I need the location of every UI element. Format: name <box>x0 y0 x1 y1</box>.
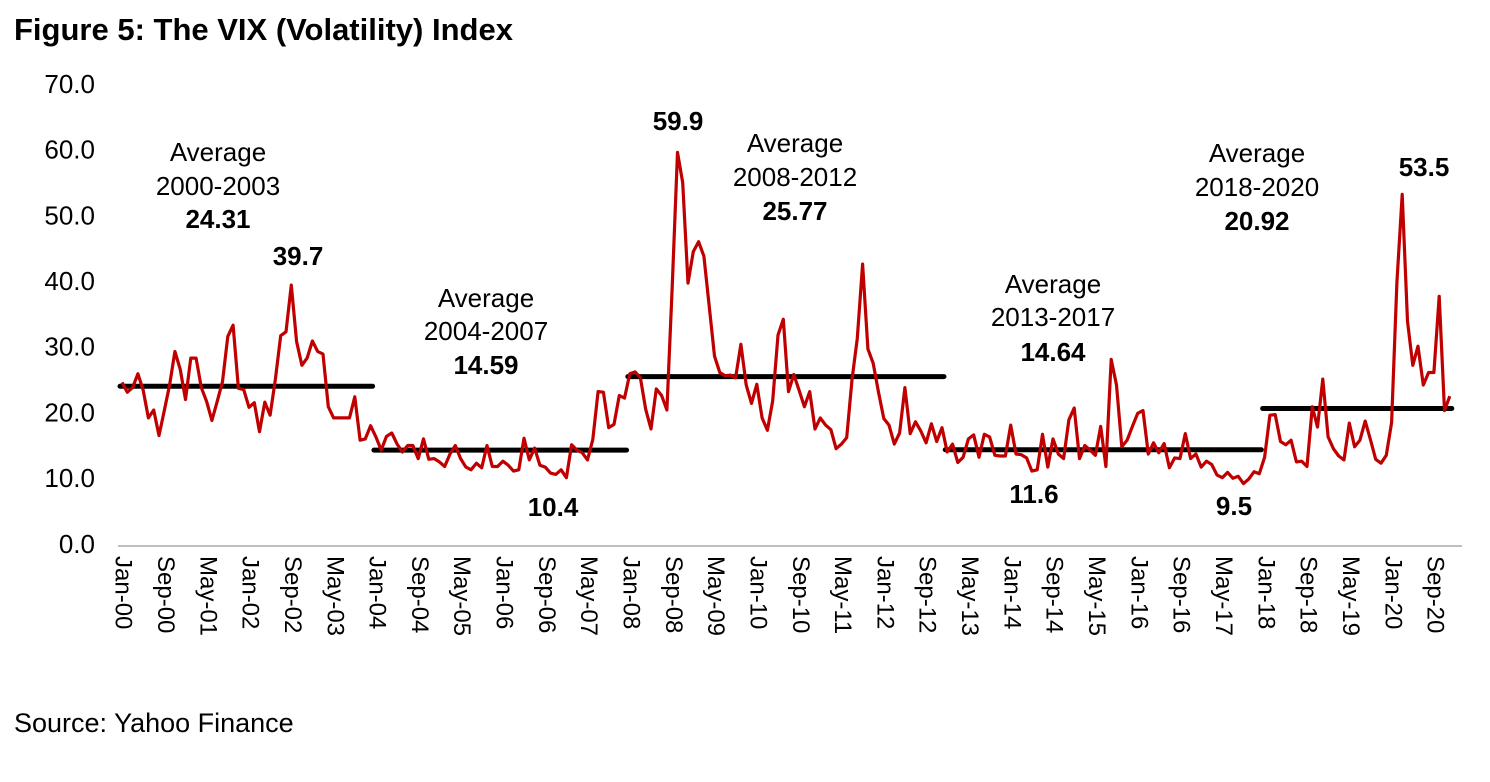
avg-label-1: Average <box>170 137 266 167</box>
x-tick-label: May-15 <box>1083 556 1110 636</box>
vix-series-line <box>120 150 1452 486</box>
x-axis: Jan-00 Sep-00 May-01 Jan-02 Sep-02 May-03 Jan-… <box>110 556 1449 636</box>
x-tick-label: Sep-02 <box>279 556 306 633</box>
avg-period-4: 2013-2017 <box>991 302 1115 332</box>
x-tick-label: Jan-00 <box>110 556 137 629</box>
avg-period-2: 2004-2007 <box>424 316 548 346</box>
x-tick-label: Jan-02 <box>237 556 264 629</box>
source-note: Source: Yahoo Finance <box>14 708 294 738</box>
avg-value-5: 20.92 <box>1224 206 1289 236</box>
average-lines <box>117 374 1455 453</box>
low-label-2014: 11.6 <box>1009 479 1058 509</box>
y-axis: 0.0 10.0 20.0 30.0 40.0 50.0 60.0 70.0 <box>44 69 95 559</box>
peak-label-2020: 53.5 <box>1399 152 1450 182</box>
y-tick-label: 50.0 <box>44 200 95 230</box>
x-tick-label: Sep-14 <box>1041 556 1068 633</box>
x-tick-label: May-01 <box>194 556 221 636</box>
x-tick-label: May-09 <box>702 556 729 636</box>
x-tick-label: Jan-16 <box>1125 556 1152 629</box>
y-tick-label: 60.0 <box>44 135 95 165</box>
avg-label-3: Average <box>747 128 843 158</box>
peak-annotations: 39.7 10.4 59.9 11.6 9.5 53.5 <box>273 106 1450 522</box>
peak-label-2008: 59.9 <box>653 106 704 136</box>
average-annotations: Average 2000-2003 24.31 Average 2004-200… <box>156 128 1319 380</box>
low-label-2017: 9.5 <box>1216 491 1252 521</box>
x-tick-label: Sep-04 <box>406 556 433 633</box>
x-tick-label: May-13 <box>956 556 983 636</box>
avg-period-5: 2018-2020 <box>1195 172 1319 202</box>
y-tick-label: 40.0 <box>44 266 95 296</box>
x-tick-label: May-05 <box>448 556 475 636</box>
avg-period-1: 2000-2003 <box>156 171 280 201</box>
y-tick-label: 20.0 <box>44 397 95 427</box>
x-tick-label: Jan-08 <box>617 556 644 629</box>
y-tick-label: 10.0 <box>44 463 95 493</box>
x-tick-label: Sep-20 <box>1422 556 1449 633</box>
chart-title: Figure 5: The VIX (Volatility) Index <box>14 12 513 47</box>
x-tick-label: May-17 <box>1210 556 1237 636</box>
avg-value-3: 25.77 <box>762 196 827 226</box>
peak-label-2002: 39.7 <box>273 241 324 271</box>
x-tick-label: Jan-04 <box>364 556 391 629</box>
x-tick-label: Jan-14 <box>998 556 1025 629</box>
avg-label-5: Average <box>1209 138 1305 168</box>
y-tick-label: 30.0 <box>44 332 95 362</box>
x-tick-label: Sep-06 <box>533 556 560 633</box>
y-tick-label: 70.0 <box>44 69 95 99</box>
x-tick-label: May-19 <box>1337 556 1364 636</box>
x-tick-label: Jan-12 <box>871 556 898 629</box>
avg-value-1: 24.31 <box>185 204 250 234</box>
x-tick-label: Jan-10 <box>744 556 771 629</box>
x-tick-label: Sep-18 <box>1295 556 1322 633</box>
low-label-2007: 10.4 <box>528 492 579 522</box>
avg-value-4: 14.64 <box>1020 337 1086 367</box>
x-tick-label: Jan-06 <box>491 556 518 629</box>
x-tick-label: May-07 <box>575 556 602 636</box>
x-tick-label: May-03 <box>321 556 348 636</box>
x-tick-label: Sep-00 <box>152 556 179 633</box>
avg-label-2: Average <box>438 283 534 313</box>
x-tick-label: Sep-08 <box>660 556 687 633</box>
x-tick-label: May-11 <box>829 556 856 634</box>
x-tick-label: Sep-16 <box>1168 556 1195 633</box>
y-tick-label: 0.0 <box>59 529 95 559</box>
avg-value-2: 14.59 <box>453 350 518 380</box>
x-tick-label: Jan-20 <box>1379 556 1406 629</box>
x-tick-label: Sep-10 <box>787 556 814 633</box>
avg-label-4: Average <box>1005 269 1101 299</box>
x-tick-label: Jan-18 <box>1252 556 1279 629</box>
avg-period-3: 2008-2012 <box>733 162 857 192</box>
x-tick-label: Sep-12 <box>914 556 941 633</box>
